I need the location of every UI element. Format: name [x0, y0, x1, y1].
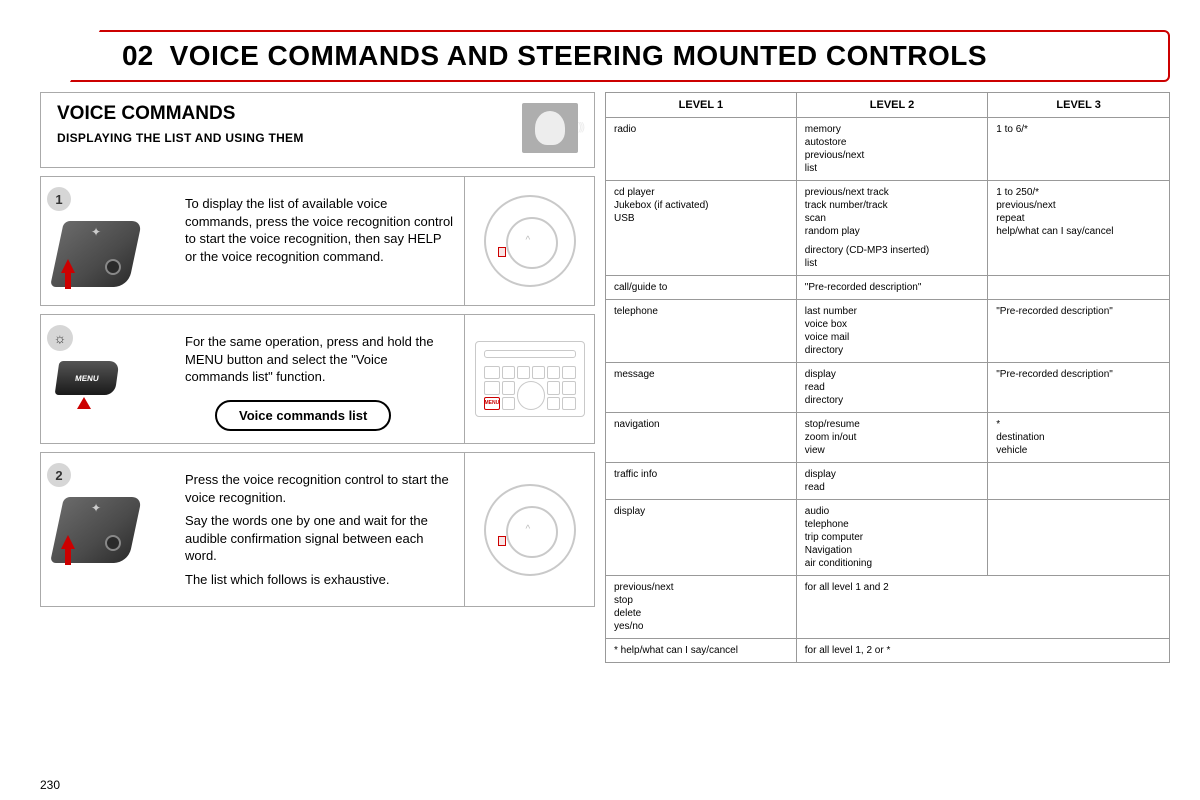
table-header: LEVEL 2 [796, 93, 987, 118]
menu-button-icon: MENU [47, 361, 127, 411]
stalk-control-icon: ✦ [47, 215, 147, 295]
steering-wheel-icon: ^ [484, 484, 576, 576]
voice-commands-list-pill: Voice commands list [215, 400, 391, 432]
table-row: previous/nextstopdeleteyes/nofor all lev… [606, 576, 1170, 639]
left-column: VOICE COMMANDS DISPLAYING THE LIST AND U… [40, 92, 595, 663]
table-row: telephonelast numbervoice boxvoice maild… [606, 300, 1170, 363]
table-cell: 1 to 250/*previous/nextrepeathelp/what c… [988, 181, 1170, 276]
table-row: radiomemoryautostoreprevious/nextlist1 t… [606, 118, 1170, 181]
stalk-control-icon: ✦ [47, 491, 147, 571]
head-unit-icon: MENU [475, 341, 585, 417]
section-title: VOICE COMMANDS [57, 103, 304, 125]
tip-text: For the same operation, press and hold t… [185, 333, 454, 386]
voice-commands-table: LEVEL 1 LEVEL 2 LEVEL 3 radiomemoryautos… [605, 92, 1170, 663]
table-row: messagedisplayreaddirectory"Pre-recorded… [606, 363, 1170, 413]
voice-icon [522, 103, 578, 153]
table-cell: *destinationvehicle [988, 413, 1170, 463]
table-cell [988, 463, 1170, 500]
right-column: LEVEL 1 LEVEL 2 LEVEL 3 radiomemoryautos… [605, 92, 1170, 663]
page-number: 230 [40, 778, 60, 792]
table-cell: traffic info [606, 463, 797, 500]
step-2-text-1: Press the voice recognition control to s… [185, 471, 454, 506]
table-cell: message [606, 363, 797, 413]
table-cell: telephone [606, 300, 797, 363]
table-header: LEVEL 1 [606, 93, 797, 118]
table-row: traffic infodisplayread [606, 463, 1170, 500]
step-2-text-3: The list which follows is exhaustive. [185, 571, 454, 589]
step-1-text: To display the list of available voice c… [185, 195, 454, 265]
page-title: VOICE COMMANDS AND STEERING MOUNTED CONT… [170, 40, 987, 71]
chapter-number: 02 [122, 40, 153, 71]
table-cell: display [606, 500, 797, 576]
table-cell: * help/what can I say/cancel [606, 639, 797, 663]
table-cell: displayread [796, 463, 987, 500]
table-cell [988, 276, 1170, 300]
table-cell: 1 to 6/* [988, 118, 1170, 181]
table-cell: previous/next tracktrack number/tracksca… [796, 181, 987, 276]
table-cell: for all level 1, 2 or * [796, 639, 1169, 663]
table-cell: audiotelephonetrip computerNavigationair… [796, 500, 987, 576]
table-cell: stop/resumezoom in/outview [796, 413, 987, 463]
tip-icon: ☼ [47, 325, 73, 351]
table-row: navigationstop/resumezoom in/outview*des… [606, 413, 1170, 463]
step-2-text-2: Say the words one by one and wait for th… [185, 512, 454, 565]
table-header: LEVEL 3 [988, 93, 1170, 118]
table-row: call/guide to"Pre-recorded description" [606, 276, 1170, 300]
table-cell: for all level 1 and 2 [796, 576, 1169, 639]
table-cell: call/guide to [606, 276, 797, 300]
table-cell: "Pre-recorded description" [988, 363, 1170, 413]
table-cell: navigation [606, 413, 797, 463]
table-cell: "Pre-recorded description" [796, 276, 987, 300]
table-cell [988, 500, 1170, 576]
tip-row: ☼ MENU For the same operation, press and… [40, 314, 595, 444]
step-badge-2: 2 [47, 463, 71, 487]
content-columns: VOICE COMMANDS DISPLAYING THE LIST AND U… [40, 92, 1170, 663]
section-subtitle: DISPLAYING THE LIST AND USING THEM [57, 131, 304, 145]
page-title-bar: 02 VOICE COMMANDS AND STEERING MOUNTED C… [40, 30, 1170, 82]
section-header: VOICE COMMANDS DISPLAYING THE LIST AND U… [40, 92, 595, 168]
table-cell: cd playerJukebox (if activated)USB [606, 181, 797, 276]
table-row: cd playerJukebox (if activated)USBprevio… [606, 181, 1170, 276]
table-cell: displayreaddirectory [796, 363, 987, 413]
step-1: 1 ✦ To display the list of available voi… [40, 176, 595, 306]
step-badge-1: 1 [47, 187, 71, 211]
table-cell: memoryautostoreprevious/nextlist [796, 118, 987, 181]
steering-wheel-icon: ^ [484, 195, 576, 287]
step-2: 2 ✦ Press the voice recognition control … [40, 452, 595, 607]
table-cell: radio [606, 118, 797, 181]
table-row: displayaudiotelephonetrip computerNaviga… [606, 500, 1170, 576]
table-row: * help/what can I say/cancelfor all leve… [606, 639, 1170, 663]
table-cell: "Pre-recorded description" [988, 300, 1170, 363]
table-cell: previous/nextstopdeleteyes/no [606, 576, 797, 639]
table-cell: last numbervoice boxvoice maildirectory [796, 300, 987, 363]
